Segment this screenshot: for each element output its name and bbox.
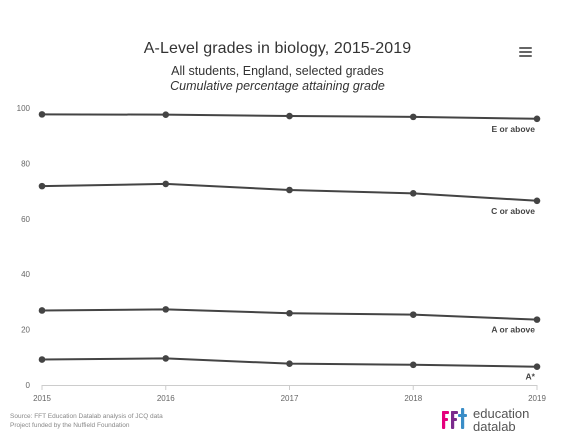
series-label: C or above bbox=[491, 206, 535, 216]
data-point bbox=[162, 180, 170, 188]
data-point bbox=[38, 307, 46, 314]
data-point bbox=[162, 111, 170, 118]
menu-bar bbox=[519, 47, 532, 50]
x-tick-label: 2016 bbox=[157, 394, 175, 403]
y-tick-label: 60 bbox=[21, 215, 30, 224]
series-label: E or above bbox=[492, 124, 536, 134]
x-tick-label: 2015 bbox=[33, 394, 51, 403]
data-point bbox=[409, 190, 417, 197]
x-tick-label: 2017 bbox=[281, 394, 299, 403]
y-tick-label: 0 bbox=[26, 381, 31, 390]
data-point bbox=[409, 113, 417, 121]
menu-bar bbox=[519, 51, 532, 54]
source-line-2: Project funded by the Nuffield Foundatio… bbox=[10, 422, 130, 429]
data-point bbox=[286, 112, 293, 120]
fft-logo-mark-icon bbox=[442, 408, 467, 429]
y-tick-label: 40 bbox=[21, 270, 30, 279]
series-label: A or above bbox=[491, 325, 535, 335]
data-point bbox=[533, 316, 541, 323]
data-point bbox=[38, 356, 46, 363]
logo-word-education: education bbox=[473, 406, 530, 421]
data-point bbox=[162, 306, 170, 313]
data-point bbox=[533, 115, 541, 123]
menu-bar bbox=[519, 55, 532, 58]
logo-word-datalab: datalab bbox=[473, 419, 516, 434]
source-line-1: Source: FFT Education Datalab analysis o… bbox=[10, 413, 163, 420]
data-point bbox=[162, 355, 170, 362]
education-datalab-logo: education datalab bbox=[441, 405, 551, 435]
source-note: Source: FFT Education Datalab analysis o… bbox=[10, 412, 163, 430]
chart-subtitle-italic: Cumulative percentage attaining grade bbox=[170, 79, 385, 93]
y-tick-label: 100 bbox=[17, 104, 31, 113]
data-point bbox=[533, 363, 541, 371]
data-point bbox=[38, 182, 46, 190]
data-point bbox=[286, 309, 293, 317]
data-point bbox=[409, 361, 417, 369]
x-tick-label: 2018 bbox=[404, 394, 422, 403]
hamburger-menu-icon[interactable] bbox=[517, 44, 537, 60]
data-point bbox=[286, 360, 293, 367]
data-point bbox=[409, 311, 417, 318]
data-point bbox=[286, 186, 293, 194]
y-tick-label: 80 bbox=[21, 159, 30, 168]
data-point bbox=[38, 111, 46, 118]
series-label: A* bbox=[526, 372, 536, 382]
data-point bbox=[533, 197, 541, 205]
chart-title: A-Level grades in biology, 2015-2019 bbox=[143, 40, 412, 57]
x-tick-label: 2019 bbox=[528, 394, 546, 403]
y-tick-label: 20 bbox=[21, 326, 30, 335]
chart-subtitle: All students, England, selected grades bbox=[171, 64, 384, 78]
